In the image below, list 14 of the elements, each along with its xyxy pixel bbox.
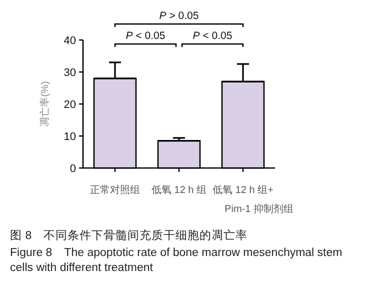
x-tick-label: 正常对照组 [90, 184, 140, 196]
caption: Figure 8 The apoptotic rate of bone marrow mesenchymal stem cells with different treatment [10, 246, 344, 276]
caption: 图 8 不同条件下骨髓间充质干细胞的凋亡率 [10, 229, 249, 244]
y-tick-label: 40 [64, 35, 76, 47]
y-tick-label: 0 [70, 163, 76, 175]
y-axis-title: 凋亡率(%) [39, 81, 51, 127]
y-tick-label: 10 [64, 131, 76, 143]
x-tick-label: 低氧 12 h 组+ Pim-1 抑制剂组 [212, 184, 294, 215]
y-tick-label: 20 [64, 99, 76, 111]
x-tick-label: 低氧 12 h 组 [151, 184, 207, 196]
annotation: P < 0.05 [192, 30, 232, 42]
annotation: P < 0.05 [126, 30, 166, 42]
y-tick-label: 30 [64, 67, 76, 79]
text: P > 0.05 [159, 10, 199, 22]
